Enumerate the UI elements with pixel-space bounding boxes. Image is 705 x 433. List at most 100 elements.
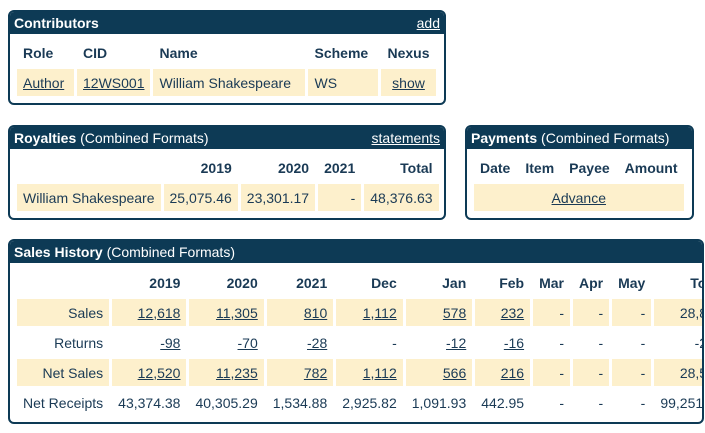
value-cell: -16 [475, 329, 530, 356]
col-date: Date [480, 159, 511, 176]
value-link[interactable]: 11,305 [215, 304, 258, 321]
contributors-panel: Contributors add Role CID Name Scheme Nex… [8, 10, 446, 105]
value-cell: 1,112 [336, 359, 403, 386]
value-cell: 11,235 [189, 359, 264, 386]
value-cell: 442.95 [481, 394, 525, 411]
show-link[interactable]: show [392, 74, 425, 91]
value-cell: - [612, 299, 652, 326]
value-link[interactable]: 1,112 [362, 304, 397, 321]
value-link[interactable]: 1,112 [362, 364, 397, 381]
col-2020: 2020 [277, 159, 310, 176]
row-label: Returns [54, 334, 104, 351]
value-link[interactable]: 566 [442, 364, 467, 381]
col-cid: CID [83, 44, 108, 61]
payments-panel: Payments (Combined Formats) Date Item Pa… [465, 125, 694, 220]
value-cell: - [572, 359, 610, 386]
value-cell: 43,374.38 [118, 394, 181, 411]
col-nexus: Nexus [387, 44, 430, 61]
table-row: Advance [474, 184, 684, 211]
col-2019: 2019 [200, 159, 232, 176]
panel-title: Contributors [14, 15, 99, 31]
row-label: William Shakespeare [17, 184, 161, 211]
value-cell: 12,520 [112, 359, 187, 386]
value-cell: - [640, 394, 646, 411]
cid-link[interactable]: 12WS001 [83, 74, 145, 91]
value-cell: - [640, 334, 646, 351]
value-link[interactable]: 12,520 [137, 364, 181, 381]
value-link[interactable]: 810 [303, 304, 328, 321]
value-cell: - [318, 184, 362, 211]
value-link[interactable]: -12 [446, 334, 467, 351]
value-link[interactable]: 578 [442, 304, 467, 321]
value-cell: - [392, 334, 397, 351]
row-label: Net Receipts [23, 394, 104, 411]
value-link[interactable]: -70 [237, 334, 258, 351]
royalties-header: Royalties (Combined Formats) statements [10, 127, 444, 149]
row-label: Sales [17, 299, 110, 326]
statements-link[interactable]: statements [371, 130, 440, 146]
table-row: Author 12WS001 William Shakespeare WS sh… [17, 69, 436, 96]
col-dec: Dec [371, 274, 397, 291]
value-link[interactable]: 232 [500, 304, 525, 321]
value-link[interactable]: 216 [500, 364, 525, 381]
table-row: Net Sales 12,520 11,235 782 1,112 566 216- - -28… [17, 359, 702, 386]
col-scheme: Scheme [314, 44, 369, 61]
col-payee: Payee [569, 159, 610, 176]
value-cell: 23,301.17 [240, 184, 316, 211]
col-jan: Jan [442, 274, 467, 291]
value-cell: 2,925.82 [342, 394, 397, 411]
value-cell: - [533, 359, 570, 386]
col-2021: 2021 [296, 274, 328, 291]
advance-link[interactable]: Advance [551, 189, 606, 206]
value-cell: 216 [475, 359, 531, 386]
col-2019: 2019 [149, 274, 181, 291]
sales-history-panel: Sales History (Combined Formats) 2019 202… [8, 239, 704, 424]
name-cell: William Shakespeare [153, 69, 306, 96]
col-feb: Feb [499, 274, 525, 291]
value-cell: - [559, 394, 564, 411]
value-cell: - [533, 299, 570, 326]
col-role: Role [23, 44, 54, 61]
value-cell: -270 [694, 334, 702, 351]
value-link[interactable]: -16 [503, 334, 525, 351]
sales-table: 2019 2020 2021 Dec Jan Feb Mar Apr May Total Sale… [14, 266, 702, 419]
value-link[interactable]: 11,235 [215, 364, 258, 381]
value-link[interactable]: 12,618 [137, 304, 181, 321]
value-cell: 11,305 [189, 299, 264, 326]
value-link[interactable]: -28 [307, 334, 328, 351]
panel-title: Payments [471, 130, 538, 146]
value-cell: 12,618 [112, 299, 187, 326]
col-total: Total [690, 274, 702, 291]
col-2021: 2021 [324, 159, 356, 176]
value-link[interactable]: -98 [160, 334, 181, 351]
value-cell: 1,091.93 [411, 394, 467, 411]
value-link[interactable]: 782 [303, 364, 328, 381]
col-total: Total [400, 159, 433, 176]
royalties-table: 2019 2020 2021 Total William Shakespeare… [14, 151, 442, 214]
value-cell: 232 [475, 299, 531, 326]
value-cell: 810 [266, 299, 334, 326]
col-2020: 2020 [226, 274, 258, 291]
value-cell: 578 [405, 299, 473, 326]
value-cell: 1,534.88 [272, 394, 328, 411]
value-cell: - [572, 299, 610, 326]
panel-title: Royalties [14, 130, 77, 146]
panel-subtitle: (Combined Formats) [80, 130, 209, 146]
value-cell: 25,075.46 [163, 184, 238, 211]
col-name: Name [159, 44, 198, 61]
value-cell: 48,376.63 [364, 184, 439, 211]
value-cell: - [559, 334, 564, 351]
value-cell: 40,305.29 [195, 394, 258, 411]
payments-header: Payments (Combined Formats) [467, 127, 692, 149]
panel-subtitle: (Combined Formats) [106, 244, 235, 260]
col-may: May [618, 274, 646, 291]
add-link[interactable]: add [416, 15, 440, 31]
table-row: Net Receipts 43,374.38 40,305.29 1,534.88 2,… [17, 389, 702, 416]
role-link[interactable]: Author [23, 74, 65, 91]
value-cell: 1,112 [336, 299, 403, 326]
value-cell: 566 [405, 359, 473, 386]
value-cell: -28 [267, 329, 334, 356]
table-row: Returns -98 -70 -28 - -12 -16 - - - -270 [17, 329, 702, 356]
value-cell: 28,545 [654, 359, 702, 386]
